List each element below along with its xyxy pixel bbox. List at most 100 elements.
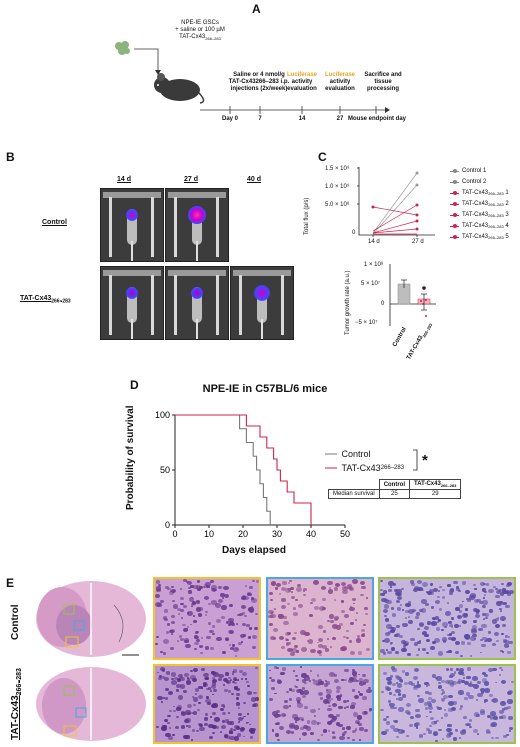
nucleus bbox=[480, 582, 486, 587]
nucleus bbox=[502, 619, 505, 622]
survival-ylabel: Probability of survival bbox=[125, 405, 136, 510]
nucleus bbox=[180, 597, 184, 601]
nucleus bbox=[391, 613, 397, 617]
nucleus bbox=[493, 716, 498, 720]
nucleus bbox=[292, 607, 296, 610]
nucleus bbox=[192, 614, 195, 617]
nucleus bbox=[289, 688, 293, 691]
nucleus bbox=[202, 684, 207, 688]
row-tat-base: TAT-Cx43 bbox=[20, 295, 52, 302]
nucleus bbox=[251, 579, 255, 582]
nucleus bbox=[427, 705, 433, 710]
nucleus bbox=[388, 581, 394, 586]
nucleus bbox=[188, 725, 192, 728]
nucleus bbox=[212, 688, 217, 692]
nucleus bbox=[155, 586, 162, 591]
nucleus bbox=[427, 691, 432, 696]
nucleus bbox=[226, 679, 232, 684]
nucleus bbox=[333, 598, 337, 601]
nucleus bbox=[342, 589, 348, 594]
nucleus bbox=[281, 667, 286, 671]
step-4-day: Mouse endpoint day bbox=[347, 116, 406, 122]
nucleus bbox=[297, 688, 303, 693]
nucleus bbox=[204, 646, 210, 651]
nucleus bbox=[160, 701, 164, 704]
nucleus bbox=[441, 699, 445, 703]
nucleus bbox=[193, 585, 198, 590]
nucleus bbox=[435, 627, 440, 631]
nucleus bbox=[194, 641, 199, 646]
nucleus bbox=[405, 610, 409, 613]
legend-tat-5-sub: 266–283 bbox=[488, 235, 504, 240]
nucleus bbox=[358, 651, 363, 655]
nucleus bbox=[395, 675, 399, 679]
nucleus bbox=[414, 685, 417, 688]
nucleus bbox=[408, 724, 413, 728]
nucleus bbox=[407, 680, 413, 685]
nucleus bbox=[458, 679, 462, 683]
nucleus bbox=[413, 722, 419, 727]
nucleus bbox=[427, 703, 432, 707]
nucleus bbox=[190, 669, 193, 672]
nucleus bbox=[297, 703, 303, 708]
nucleus bbox=[438, 728, 442, 732]
nucleus bbox=[249, 723, 252, 726]
growth-ytick-2: 0 bbox=[381, 301, 385, 307]
row-tat-sub: 266–283 bbox=[51, 298, 71, 305]
nucleus bbox=[195, 729, 199, 732]
flux-ytick-0: 1.5 × 10⁹ bbox=[325, 166, 350, 172]
nucleus bbox=[393, 694, 396, 696]
nucleus bbox=[297, 701, 301, 705]
nucleus bbox=[385, 715, 389, 718]
nucleus bbox=[332, 702, 338, 707]
nucleus bbox=[351, 669, 355, 672]
nucleus bbox=[336, 697, 342, 701]
nucleus bbox=[421, 631, 427, 636]
growth-ylabel: Tumor growth rate (a.u.) bbox=[345, 270, 351, 335]
panel-b-label: B bbox=[6, 150, 15, 164]
nucleus bbox=[293, 612, 298, 616]
nucleus bbox=[301, 719, 304, 722]
nucleus bbox=[177, 608, 182, 612]
nucleus bbox=[343, 635, 346, 638]
nucleus bbox=[316, 674, 320, 677]
nucleus bbox=[396, 595, 402, 600]
nucleus bbox=[280, 671, 285, 676]
nucleus bbox=[426, 621, 432, 625]
nucleus bbox=[276, 583, 282, 588]
nucleus bbox=[486, 729, 491, 733]
survival-line-control bbox=[175, 414, 271, 525]
nucleus bbox=[192, 696, 199, 702]
nucleus bbox=[349, 606, 352, 608]
step-2-text: activity evaluation bbox=[287, 79, 317, 92]
nucleus bbox=[503, 643, 509, 648]
treatment-line-2: + saline or 100 µM bbox=[175, 27, 225, 33]
nucleus bbox=[352, 729, 357, 733]
nucleus bbox=[357, 715, 363, 720]
nucleus bbox=[311, 598, 317, 603]
nucleus bbox=[204, 614, 207, 616]
nucleus bbox=[459, 604, 464, 608]
histo-tat-base: TAT-Cx43 bbox=[10, 695, 21, 740]
nucleus bbox=[286, 690, 289, 693]
nucleus bbox=[475, 611, 480, 615]
nucleus bbox=[304, 674, 309, 678]
nucleus bbox=[169, 629, 174, 634]
nucleus bbox=[499, 716, 503, 719]
nucleus bbox=[401, 670, 405, 673]
nucleus bbox=[357, 690, 360, 693]
nucleus bbox=[360, 628, 365, 632]
nucleus bbox=[483, 639, 488, 643]
survival-xlabel: Days elapsed bbox=[222, 545, 286, 556]
nucleus bbox=[461, 673, 466, 677]
step-3-luciferase: Luciferase bbox=[324, 72, 355, 78]
nucleus bbox=[320, 734, 324, 737]
nucleus bbox=[393, 706, 397, 710]
nucleus bbox=[303, 593, 307, 597]
bli-image-control-14d bbox=[100, 188, 164, 262]
nucleus bbox=[252, 635, 258, 640]
nucleus bbox=[426, 651, 429, 654]
nucleus bbox=[426, 715, 429, 718]
nucleus bbox=[458, 670, 464, 676]
nucleus bbox=[437, 596, 440, 599]
